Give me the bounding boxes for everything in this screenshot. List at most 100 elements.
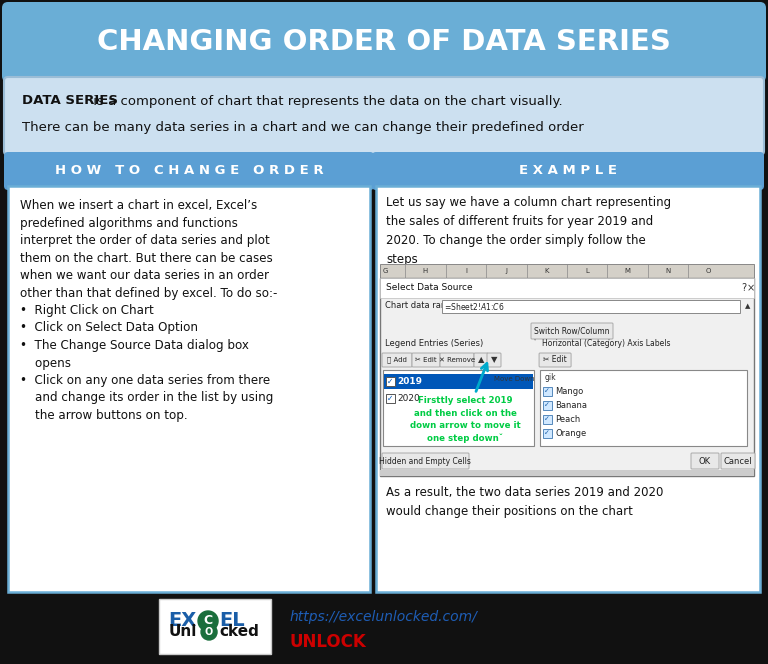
FancyBboxPatch shape [380,278,754,476]
Text: ✂ Edit: ✂ Edit [543,355,567,365]
Text: I: I [465,268,467,274]
Text: ?: ? [741,283,746,293]
Text: ×: × [747,283,755,293]
Text: ✓: ✓ [545,402,550,408]
FancyBboxPatch shape [540,370,747,446]
Text: ✓: ✓ [545,388,550,394]
Text: cked: cked [219,625,259,639]
Text: When we insert a chart in excel, Excel’s: When we insert a chart in excel, Excel’s [20,199,257,212]
Text: and change its order in the list by using: and change its order in the list by usin… [20,392,273,404]
Text: O: O [205,627,214,637]
Text: EL: EL [219,612,245,631]
FancyBboxPatch shape [2,2,766,82]
FancyBboxPatch shape [4,152,374,190]
Text: Mango: Mango [555,388,584,396]
FancyBboxPatch shape [384,374,533,389]
FancyBboxPatch shape [543,429,552,438]
FancyBboxPatch shape [543,401,552,410]
Text: ✕ Remove: ✕ Remove [439,357,475,363]
FancyBboxPatch shape [412,353,440,367]
Text: Select Data Source: Select Data Source [386,284,472,293]
Text: 2019: 2019 [397,377,422,386]
Text: G: G [382,268,388,274]
Text: Move Down: Move Down [495,376,535,382]
Text: Legend Entries (Series): Legend Entries (Series) [385,339,483,349]
Text: OK: OK [699,457,711,465]
FancyBboxPatch shape [382,353,412,367]
Text: them on the chart. But there can be cases: them on the chart. But there can be case… [20,252,273,264]
Text: https://excelunlocked.com/: https://excelunlocked.com/ [289,610,477,624]
FancyBboxPatch shape [721,453,755,469]
FancyBboxPatch shape [376,186,760,592]
FancyBboxPatch shape [380,278,754,298]
FancyBboxPatch shape [4,77,764,155]
Circle shape [198,611,218,631]
Text: Cancel: Cancel [723,457,753,465]
Text: CHANGING ORDER OF DATA SERIES: CHANGING ORDER OF DATA SERIES [97,28,671,56]
Text: predefined algorithms and functions: predefined algorithms and functions [20,216,238,230]
Text: 2020: 2020 [397,394,420,403]
Text: ▲: ▲ [745,303,750,309]
Text: O: O [706,268,711,274]
Circle shape [201,624,217,640]
FancyBboxPatch shape [691,453,719,469]
Text: Orange: Orange [555,430,586,438]
Text: other than that defined by excel. To do so:-: other than that defined by excel. To do … [20,286,277,299]
FancyBboxPatch shape [543,387,552,396]
Text: •  Click on any one data series from there: • Click on any one data series from ther… [20,374,270,387]
Text: when we want our data series in an order: when we want our data series in an order [20,269,269,282]
Text: J: J [505,268,508,274]
Text: Let us say we have a column chart representing
the sales of different fruits for: Let us say we have a column chart repres… [386,196,671,266]
Text: ✓: ✓ [387,394,393,403]
Text: K: K [545,268,549,274]
Text: N: N [666,268,670,274]
Text: E X A M P L E: E X A M P L E [519,165,617,177]
Text: •  The Change Source Data dialog box: • The Change Source Data dialog box [20,339,249,352]
Text: ✓: ✓ [545,430,550,436]
FancyBboxPatch shape [531,323,613,339]
FancyBboxPatch shape [159,599,271,654]
Text: EX: EX [167,612,196,631]
Text: Chart data range:: Chart data range: [385,301,459,311]
Text: ✓: ✓ [545,416,550,422]
Text: =Sheet2!$A$1:$C$6: =Sheet2!$A$1:$C$6 [444,301,505,311]
FancyBboxPatch shape [442,300,740,313]
Text: 📋 Add: 📋 Add [387,357,407,363]
Text: Switch Row/Column: Switch Row/Column [535,327,610,335]
Text: There can be many data series in a chart and we can change their predefined orde: There can be many data series in a chart… [22,120,584,133]
Text: the arrow buttons on top.: the arrow buttons on top. [20,409,187,422]
Text: ▼: ▼ [491,355,497,365]
FancyBboxPatch shape [380,470,754,476]
FancyBboxPatch shape [382,453,469,469]
Text: M: M [624,268,631,274]
Text: L: L [585,268,589,274]
Text: ✂ Edit: ✂ Edit [415,357,437,363]
Text: As a result, the two data series 2019 and 2020
would change their positions on t: As a result, the two data series 2019 an… [386,486,664,518]
Text: UNLOCK: UNLOCK [289,633,366,651]
Text: H: H [423,268,428,274]
FancyBboxPatch shape [8,186,370,592]
Text: is a component of chart that represents the data on the chart visually.: is a component of chart that represents … [89,94,563,108]
Text: ▲: ▲ [478,355,485,365]
Text: •  Right Click on Chart: • Right Click on Chart [20,304,154,317]
FancyBboxPatch shape [380,264,754,278]
Text: C: C [204,614,213,627]
FancyBboxPatch shape [487,353,501,367]
FancyBboxPatch shape [474,353,488,367]
Text: opens: opens [20,357,71,369]
FancyBboxPatch shape [386,377,395,386]
Text: interpret the order of data series and plot: interpret the order of data series and p… [20,234,270,247]
Text: DATA SERIES: DATA SERIES [22,94,118,108]
Text: Hidden and Empty Cells: Hidden and Empty Cells [379,457,471,465]
Text: Banana: Banana [555,402,587,410]
FancyBboxPatch shape [543,415,552,424]
Text: Unl: Unl [169,625,197,639]
FancyBboxPatch shape [539,353,571,367]
FancyBboxPatch shape [386,394,395,403]
FancyBboxPatch shape [383,370,534,446]
Text: ✓: ✓ [387,377,393,386]
FancyBboxPatch shape [440,353,474,367]
Text: H O W   T O   C H A N G E   O R D E R: H O W T O C H A N G E O R D E R [55,165,323,177]
Text: •  Click on Select Data Option: • Click on Select Data Option [20,321,198,335]
Text: gik: gik [545,373,557,382]
